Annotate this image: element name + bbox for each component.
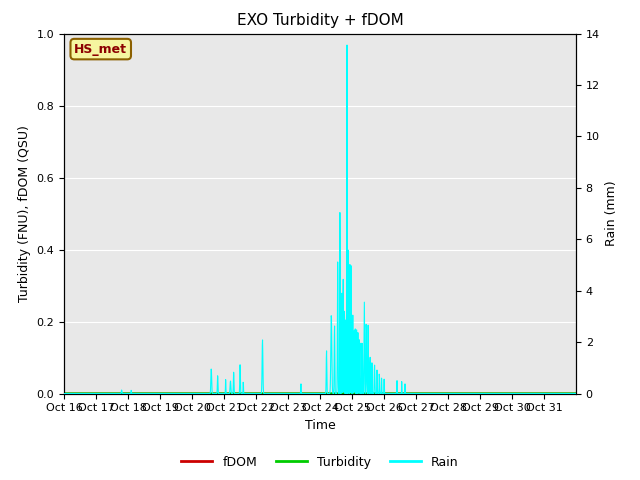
X-axis label: Time: Time [305,419,335,432]
Y-axis label: Rain (mm): Rain (mm) [605,181,618,246]
Legend: fDOM, Turbidity, Rain: fDOM, Turbidity, Rain [176,451,464,474]
Title: EXO Turbidity + fDOM: EXO Turbidity + fDOM [237,13,403,28]
Y-axis label: Turbidity (FNU), fDOM (QSU): Turbidity (FNU), fDOM (QSU) [18,125,31,302]
Text: HS_met: HS_met [74,43,127,56]
